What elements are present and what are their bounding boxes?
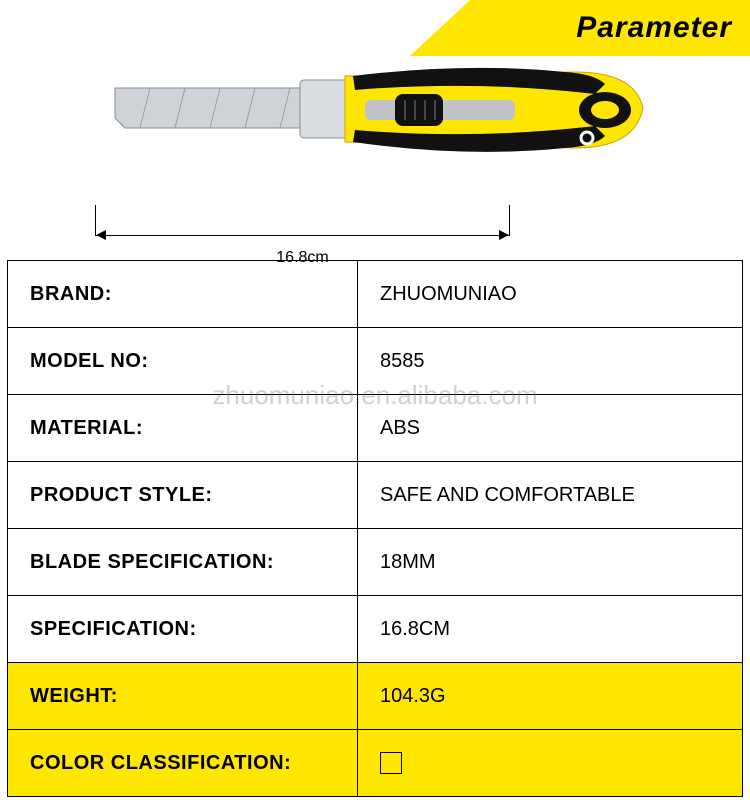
spec-table: BRAND:ZHUOMUNIAOMODEL NO:8585MATERIAL:AB… xyxy=(7,260,743,797)
spec-key: PRODUCT STYLE: xyxy=(8,462,358,529)
table-row: SPECIFICATION:16.8CM xyxy=(8,596,743,663)
banner: Parameter xyxy=(410,0,750,56)
spec-value xyxy=(358,730,743,797)
spec-key: MATERIAL: xyxy=(8,395,358,462)
table-row: BLADE SPECIFICATION:18MM xyxy=(8,529,743,596)
dimension-indicator: 16.8cm xyxy=(95,205,510,267)
color-swatch xyxy=(380,752,402,774)
spec-value: ABS xyxy=(358,395,743,462)
spec-value: 16.8CM xyxy=(358,596,743,663)
spec-key: MODEL NO: xyxy=(8,328,358,395)
spec-value: 8585 xyxy=(358,328,743,395)
table-row: WEIGHT:104.3G xyxy=(8,663,743,730)
spec-value: SAFE AND COMFORTABLE xyxy=(358,462,743,529)
table-row: MODEL NO:8585 xyxy=(8,328,743,395)
table-row: PRODUCT STYLE:SAFE AND COMFORTABLE xyxy=(8,462,743,529)
product-figure: 16.8cm xyxy=(0,50,750,260)
spec-key: SPECIFICATION: xyxy=(8,596,358,663)
spec-key: BLADE SPECIFICATION: xyxy=(8,529,358,596)
spec-key: WEIGHT: xyxy=(8,663,358,730)
spec-value: ZHUOMUNIAO xyxy=(358,261,743,328)
table-row: COLOR CLASSIFICATION: xyxy=(8,730,743,797)
spec-key: BRAND: xyxy=(8,261,358,328)
banner-title: Parameter xyxy=(576,11,732,45)
knife-illustration xyxy=(95,50,655,170)
spec-value: 18MM xyxy=(358,529,743,596)
table-row: BRAND:ZHUOMUNIAO xyxy=(8,261,743,328)
spec-key: COLOR CLASSIFICATION: xyxy=(8,730,358,797)
table-row: MATERIAL:ABS xyxy=(8,395,743,462)
spec-value: 104.3G xyxy=(358,663,743,730)
